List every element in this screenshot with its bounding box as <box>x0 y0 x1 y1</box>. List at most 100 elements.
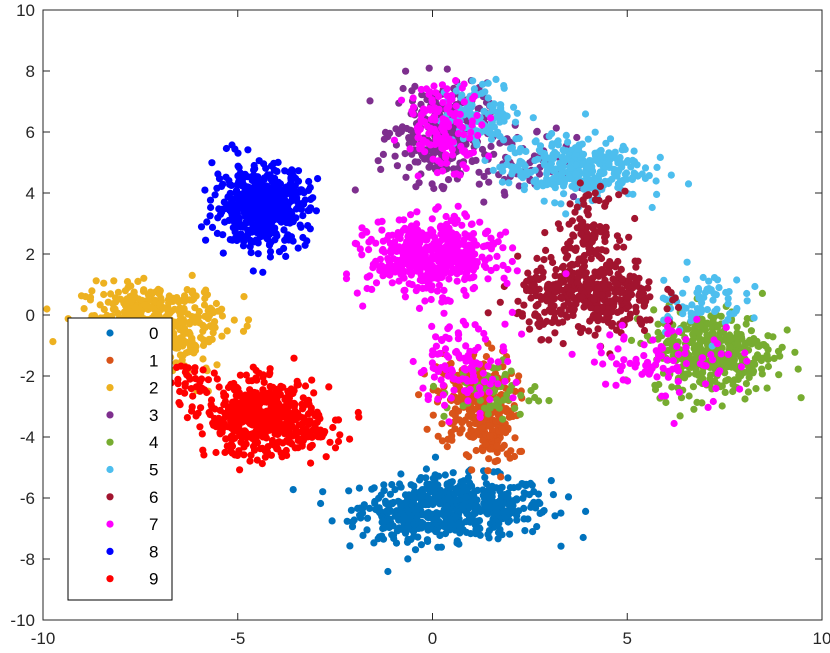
data-point <box>545 280 553 288</box>
data-point <box>452 513 460 521</box>
data-point <box>223 327 231 335</box>
data-point <box>308 376 316 384</box>
data-point <box>724 357 732 365</box>
data-point <box>408 87 416 95</box>
data-point <box>743 289 751 298</box>
data-point <box>200 301 209 309</box>
data-point <box>470 92 479 100</box>
data-point <box>631 214 639 223</box>
data-point <box>515 372 523 380</box>
data-point <box>687 317 695 325</box>
data-point <box>479 436 487 445</box>
data-point <box>244 316 253 324</box>
data-point <box>499 244 507 252</box>
data-point <box>391 152 399 160</box>
data-point <box>543 154 551 162</box>
data-point <box>188 296 196 304</box>
data-point <box>593 305 602 313</box>
data-point <box>485 178 493 186</box>
data-point <box>670 419 678 428</box>
data-point <box>482 508 491 517</box>
data-point <box>573 203 581 211</box>
data-point <box>413 208 421 216</box>
data-point <box>450 237 458 245</box>
data-point <box>444 123 453 131</box>
data-point <box>484 309 492 317</box>
data-point <box>508 308 516 316</box>
data-point <box>343 517 351 525</box>
data-point <box>460 148 468 156</box>
data-point <box>503 112 511 120</box>
data-point <box>403 260 411 268</box>
data-point <box>294 244 302 252</box>
data-point <box>452 77 460 85</box>
data-point <box>423 425 431 433</box>
data-point <box>425 90 433 99</box>
data-point <box>628 175 637 184</box>
data-point <box>640 352 648 360</box>
data-point <box>240 293 248 301</box>
data-point <box>425 163 433 171</box>
data-point <box>446 478 454 487</box>
data-point <box>229 195 237 203</box>
data-point <box>182 349 190 357</box>
data-point <box>220 420 228 428</box>
data-point <box>460 98 468 106</box>
data-point <box>606 331 614 339</box>
data-point <box>600 281 608 289</box>
data-point <box>667 171 675 179</box>
data-point <box>695 292 703 300</box>
data-point <box>443 159 451 167</box>
data-point <box>652 177 660 185</box>
data-point <box>654 328 662 337</box>
data-point <box>283 233 291 241</box>
data-point <box>304 410 312 418</box>
data-point <box>417 85 425 94</box>
data-point <box>654 320 662 328</box>
data-point <box>208 159 216 167</box>
data-point <box>466 257 474 265</box>
data-point <box>448 368 456 376</box>
data-point <box>472 137 480 145</box>
data-point <box>252 188 260 196</box>
data-point <box>460 236 468 244</box>
data-point <box>419 384 427 392</box>
data-point <box>484 79 492 87</box>
data-point <box>218 312 226 320</box>
data-point <box>513 109 521 117</box>
data-point <box>525 318 533 326</box>
data-point <box>221 205 229 213</box>
data-point <box>367 235 375 243</box>
data-point <box>421 252 429 260</box>
data-point <box>496 298 504 306</box>
data-point <box>290 403 298 411</box>
data-point <box>495 519 503 528</box>
data-point <box>682 336 690 344</box>
data-point <box>532 273 540 281</box>
data-point <box>439 120 447 128</box>
data-point <box>260 174 269 182</box>
data-point <box>197 223 206 231</box>
data-point <box>703 320 712 328</box>
data-point <box>527 387 535 395</box>
data-point <box>272 199 280 207</box>
data-point <box>476 505 484 514</box>
data-point <box>616 367 625 375</box>
data-point <box>486 401 494 409</box>
data-point <box>633 279 641 287</box>
data-point <box>643 332 652 340</box>
data-point <box>297 223 305 231</box>
data-point <box>409 498 417 506</box>
data-point <box>380 481 388 489</box>
data-point <box>148 290 156 298</box>
data-point <box>468 101 476 109</box>
data-point <box>431 453 440 461</box>
data-point <box>498 500 506 509</box>
data-point <box>556 306 564 314</box>
data-point <box>412 183 420 191</box>
data-point <box>565 220 573 228</box>
data-point <box>619 376 627 384</box>
data-point <box>183 414 191 422</box>
data-point <box>480 198 488 206</box>
data-point <box>548 142 556 150</box>
